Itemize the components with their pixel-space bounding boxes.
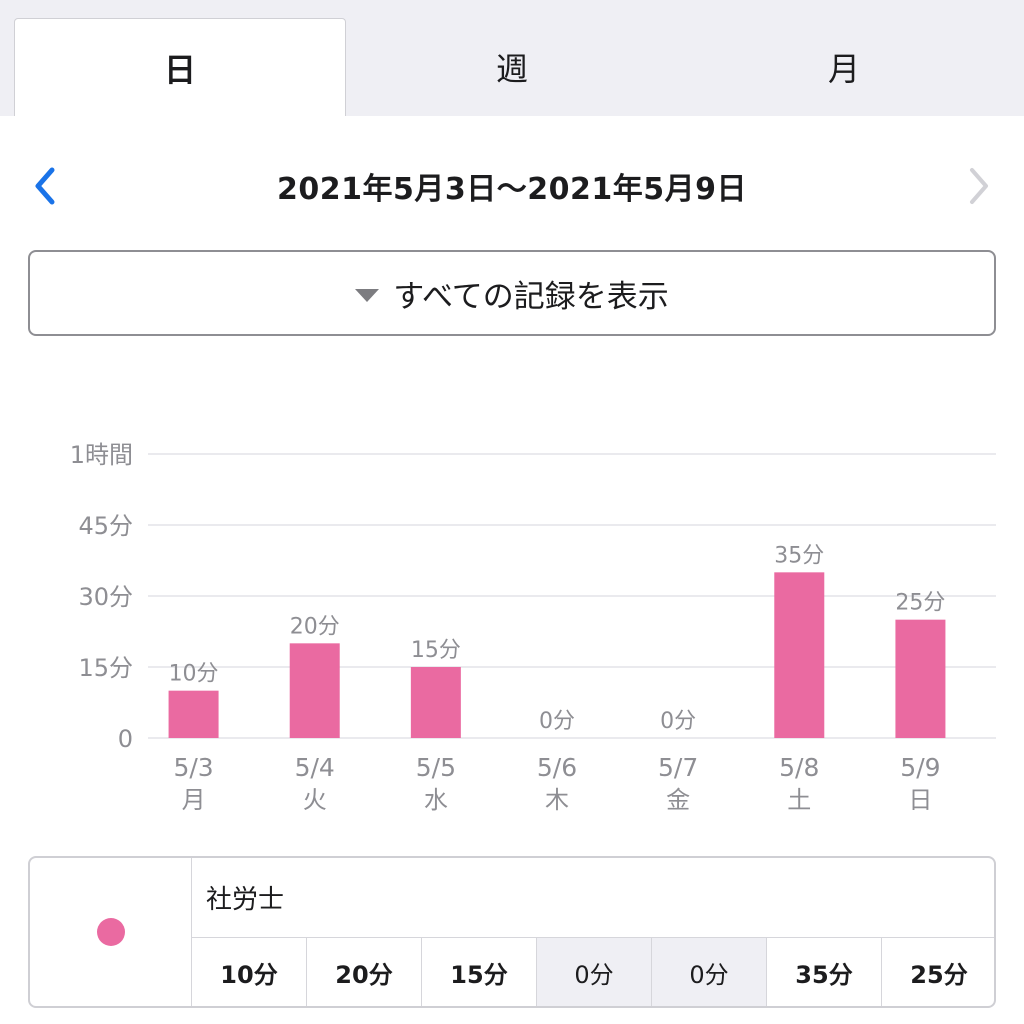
x-date-label: 5/9 [900, 753, 940, 782]
tab-day[interactable]: 日 [14, 18, 346, 116]
x-weekday-label: 日 [908, 786, 932, 814]
legend-dot-icon [96, 918, 125, 946]
x-weekday-label: 金 [666, 786, 690, 814]
y-tick-label: 30分 [78, 583, 133, 611]
series-name: 社労士 [192, 858, 994, 938]
x-weekday-label: 土 [787, 786, 811, 814]
show-all-records-button[interactable]: すべての記録を表示 [28, 250, 996, 336]
tab-week[interactable]: 週 [495, 50, 528, 88]
bar [168, 690, 219, 738]
summary-value: 25分 [910, 960, 968, 989]
chevron-right-icon[interactable] [958, 164, 998, 208]
x-date-label: 5/8 [779, 753, 819, 782]
tab-month[interactable]: 月 [827, 50, 860, 88]
bar [289, 643, 340, 738]
x-date-label: 5/5 [416, 753, 456, 782]
summary-value: 10分 [192, 938, 307, 1006]
bar [410, 667, 461, 738]
filter-label: すべての記録を表示 [393, 278, 669, 315]
bar [774, 572, 825, 738]
summary-value: 35分 [767, 938, 882, 1006]
bar-value-label: 25分 [895, 591, 945, 616]
bar-value-label: 0分 [539, 709, 575, 734]
summary-table: 社労士 10分 20分 15分 0分 0分 35分 25分 [28, 856, 996, 1008]
bar-value-label: 20分 [290, 614, 340, 639]
y-tick-label: 1時間 [70, 441, 133, 469]
summary-value: 20分 [307, 938, 422, 1006]
x-weekday-label: 木 [545, 786, 569, 814]
x-date-label: 5/4 [295, 753, 335, 782]
bar-value-label: 10分 [169, 662, 219, 687]
date-navigation: 2021年5月3日〜2021年5月9日 [0, 150, 1024, 222]
bar-value-label: 0分 [660, 709, 696, 734]
x-weekday-label: 月 [182, 786, 206, 814]
summary-values-row: 10分 20分 15分 0分 0分 35分 25分 [192, 938, 994, 1006]
y-tick-label: 45分 [78, 512, 133, 540]
summary-value: 0分 [652, 938, 767, 1006]
summary-value: 15分 [422, 938, 537, 1006]
y-tick-label: 15分 [78, 654, 133, 682]
x-date-label: 5/3 [173, 753, 213, 782]
bar [895, 619, 946, 738]
x-date-label: 5/7 [658, 753, 698, 782]
triangle-down-icon [355, 288, 380, 302]
bar-value-label: 15分 [411, 638, 461, 663]
x-date-label: 5/6 [537, 753, 577, 782]
chevron-left-icon[interactable] [26, 164, 66, 208]
x-weekday-label: 火 [303, 786, 327, 814]
bar-value-label: 35分 [774, 543, 824, 568]
summary-value: 0分 [537, 938, 652, 1006]
legend-cell [30, 858, 192, 1006]
period-tab-bar: 日 週 月 [0, 0, 1024, 116]
date-range-label: 2021年5月3日〜2021年5月9日 [277, 172, 747, 207]
x-weekday-label: 水 [424, 786, 448, 814]
daily-study-bar-chart: 0 15分 30分 45分 1時間 10分 5/3 月 20分 5/4 火 15分 5/5 水 0分 5/6 木… [0, 420, 1024, 820]
y-tick-label: 0 [118, 725, 133, 753]
